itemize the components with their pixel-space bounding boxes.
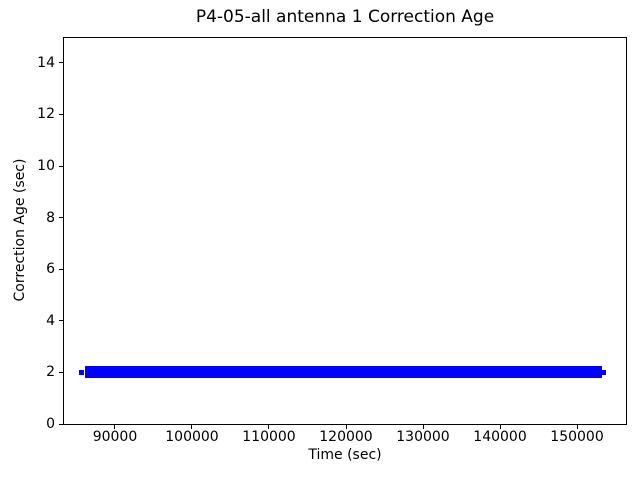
y-tick-label: 10 — [37, 158, 55, 174]
y-tick-label: 2 — [46, 364, 55, 381]
y-tick-label: 14 — [37, 54, 55, 71]
y-tick-mark — [59, 165, 63, 167]
y-tick-mark — [59, 62, 63, 64]
chart-title: P4-05-all antenna 1 Correction Age — [195, 7, 495, 27]
x-tick-mark — [191, 425, 193, 429]
y-tick-label: 0 — [46, 416, 55, 432]
data-band — [84, 366, 603, 379]
x-tick-mark — [422, 425, 424, 429]
y-tick-mark — [59, 113, 63, 115]
x-tick-label: 150000 — [550, 429, 604, 445]
x-tick-label: 110000 — [242, 429, 296, 445]
y-tick-mark — [59, 268, 63, 270]
x-tick-label: 140000 — [473, 429, 527, 445]
x-tick-label: 120000 — [319, 429, 373, 445]
x-tick-mark — [268, 425, 270, 429]
data-point — [78, 369, 84, 375]
y-tick-label: 12 — [37, 106, 55, 123]
x-tick-label: 130000 — [396, 429, 450, 445]
x-tick-label: 100000 — [165, 429, 219, 445]
x-tick-mark — [345, 425, 347, 429]
data-point — [601, 369, 607, 375]
x-axis-label: Time (sec) — [308, 447, 382, 463]
y-tick-label: 6 — [46, 261, 55, 278]
x-tick-label: 90000 — [92, 429, 138, 445]
y-tick-mark — [59, 320, 63, 322]
y-tick-label: 8 — [46, 209, 55, 226]
x-tick-mark — [114, 425, 116, 429]
y-tick-mark — [59, 423, 63, 425]
x-tick-mark — [499, 425, 501, 429]
y-tick-mark — [59, 217, 63, 219]
plot-area — [63, 37, 627, 425]
x-tick-mark — [576, 425, 578, 429]
y-tick-mark — [59, 371, 63, 373]
y-tick-label: 4 — [46, 312, 55, 329]
